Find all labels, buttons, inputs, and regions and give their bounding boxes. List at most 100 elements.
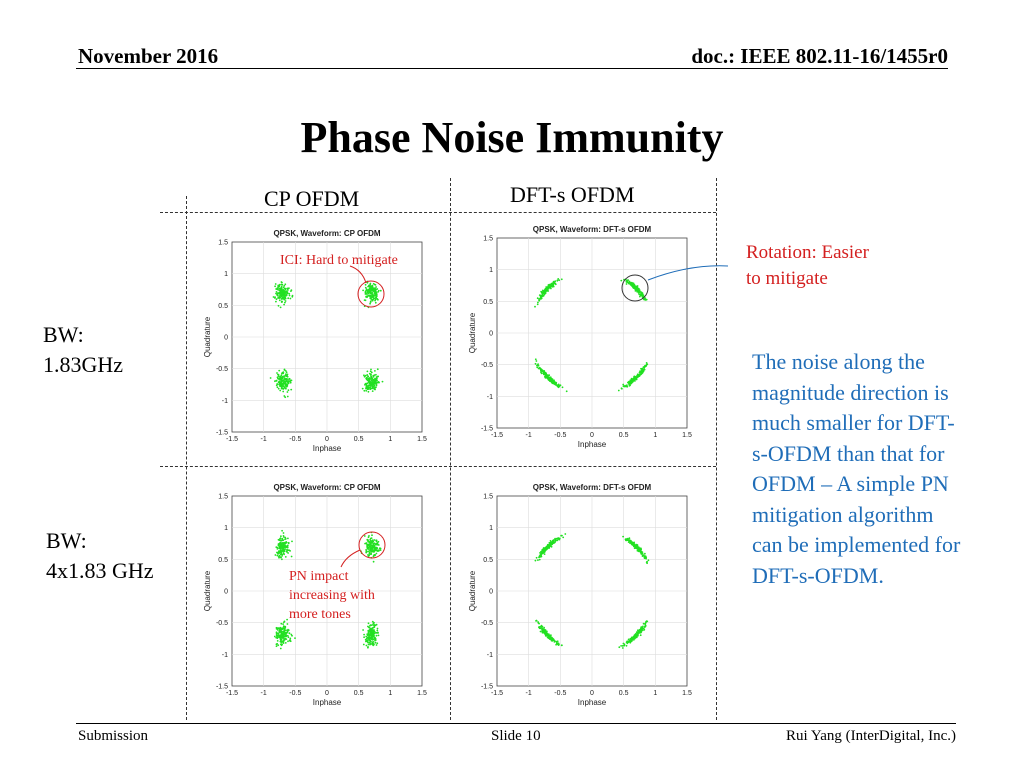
y-tick-label: 1.5 — [483, 236, 493, 243]
x-tick-label: -1 — [526, 690, 532, 697]
explanation-line-8: DFT-s-OFDM. — [752, 562, 884, 588]
y-tick-label: -1 — [487, 652, 493, 659]
pn-impact-note-line2: increasing with — [289, 588, 375, 603]
constellation-plot-dft-s-ofdm-1: QPSK, Waveform: DFT-s OFDM -1.5 -1 -0.5 0 0.5… — [465, 222, 700, 454]
x-tick-label: 1.5 — [682, 690, 692, 697]
x-tick-label: 1 — [388, 436, 392, 443]
x-tick-label: -1 — [261, 436, 267, 443]
x-tick-label: 0 — [590, 690, 594, 697]
y-axis-label: Quadrature — [468, 312, 477, 353]
constellation-cluster — [361, 368, 384, 393]
column-header-dft-s-ofdm: DFT-s OFDM — [510, 182, 635, 207]
constellation-cluster — [620, 278, 648, 301]
x-tick-label: 0.5 — [619, 690, 629, 697]
x-tick-label: 0.5 — [619, 432, 629, 439]
plot-title: QPSK, Waveform: DFT-s OFDM — [533, 225, 652, 234]
x-tick-label: -1 — [261, 690, 267, 697]
y-tick-label: -1.5 — [216, 684, 228, 691]
explanation-line-4: s-OFDM than that for — [752, 440, 945, 466]
constellation-cluster — [534, 533, 567, 562]
constellation-cluster — [535, 619, 563, 647]
pn-arrow — [340, 549, 361, 568]
x-axis-label: Inphase — [313, 444, 342, 453]
y-tick-label: 0 — [489, 331, 493, 338]
y-tick-label: 0.5 — [483, 299, 493, 306]
x-tick-label: 0.5 — [354, 690, 364, 697]
y-tick-label: 1 — [489, 525, 493, 532]
explanation-line-6: mitigation algorithm — [752, 501, 934, 527]
rotation-highlight-circle — [621, 274, 649, 302]
constellation-cluster — [617, 362, 649, 392]
x-axis-label: Inphase — [578, 440, 607, 449]
y-tick-label: 1.5 — [483, 494, 493, 501]
constellation-cluster — [534, 278, 563, 308]
x-tick-label: 1 — [388, 690, 392, 697]
row-header-bw-2-line2: 4x1.83 GHz — [46, 558, 154, 583]
explanation-line-5: OFDM – A simple PN — [752, 471, 949, 496]
row-header-bw-1-line2: 1.83GHz — [43, 352, 124, 377]
explanation-text: The noise along the magnitude direction … — [752, 347, 960, 591]
x-axis-label: Inphase — [578, 698, 607, 707]
y-tick-label: 1 — [489, 267, 493, 274]
row-header-bw-1: BW: 1.83GHz — [43, 320, 123, 380]
row-header-bw-1-line1: BW: — [43, 322, 84, 347]
y-tick-label: 1.5 — [218, 494, 228, 501]
grid-divider-middle — [160, 466, 716, 467]
y-tick-label: -0.5 — [481, 620, 493, 627]
row-header-bw-2-line1: BW: — [46, 528, 87, 553]
y-axis-label: Quadrature — [203, 570, 212, 611]
rotation-arrow — [647, 265, 729, 281]
footer-rule — [76, 723, 956, 724]
constellation-cluster — [622, 535, 650, 565]
pn-highlight-circle — [358, 531, 386, 559]
y-axis-label: Quadrature — [203, 316, 212, 357]
x-tick-label: -1.5 — [491, 690, 503, 697]
y-tick-label: -1 — [222, 398, 228, 405]
y-tick-label: 0 — [224, 589, 228, 596]
y-tick-label: -1.5 — [216, 430, 228, 437]
constellation-cluster — [360, 531, 382, 563]
grid-divider-top — [160, 212, 716, 213]
explanation-line-2: magnitude direction is — [752, 379, 949, 405]
y-tick-label: 0 — [489, 589, 493, 596]
x-tick-label: 0.5 — [354, 436, 364, 443]
y-tick-label: -1 — [222, 652, 228, 659]
explanation-line-3: much smaller for DFT- — [752, 410, 955, 435]
x-tick-label: 1 — [653, 690, 657, 697]
pn-impact-note-line1: PN impact — [289, 569, 349, 584]
column-header-cp-ofdm: CP OFDM — [264, 186, 360, 211]
header-doc-id: doc.: IEEE 802.11-16/1455r0 — [691, 44, 948, 68]
x-tick-label: -0.5 — [289, 436, 301, 443]
plot-title: QPSK, Waveform: DFT-s OFDM — [533, 483, 652, 492]
ici-note: ICI: Hard to mitigate — [280, 253, 398, 268]
rotation-note-line1: Rotation: Easier — [746, 242, 869, 263]
x-tick-label: -1 — [526, 432, 532, 439]
footer-author: Rui Yang (InterDigital, Inc.) — [786, 728, 956, 744]
x-tick-label: 0 — [325, 690, 329, 697]
x-tick-label: -0.5 — [289, 690, 301, 697]
y-tick-label: -0.5 — [216, 620, 228, 627]
footer-slide-number: Slide 10 — [491, 728, 541, 744]
constellation-cluster — [273, 618, 296, 650]
constellation-plot-cp-ofdm-1: QPSK, Waveform: CP OFDM -1.5 -1 -0.5 0 0.5 1 1.… — [200, 226, 435, 458]
y-tick-label: 1.5 — [218, 240, 228, 247]
pn-impact-note: PN impact increasing with more tones — [289, 567, 375, 624]
grid-divider-center — [450, 178, 451, 720]
footer-submission: Submission — [78, 728, 149, 744]
y-tick-label: 1 — [224, 271, 228, 278]
ici-highlight-circle — [357, 280, 385, 308]
header-rule — [76, 68, 948, 69]
x-tick-label: -1.5 — [226, 436, 238, 443]
y-axis-label: Quadrature — [468, 570, 477, 611]
x-tick-label: -1.5 — [226, 690, 238, 697]
slide-title: Phase Noise Immunity — [300, 113, 724, 162]
x-tick-label: 1.5 — [417, 690, 427, 697]
rotation-note-line2: to mitigate — [746, 268, 828, 289]
rotation-note: Rotation: Easier to mitigate — [746, 240, 869, 292]
constellation-cluster — [274, 529, 293, 561]
row-header-bw-2: BW: 4x1.83 GHz — [46, 526, 154, 586]
constellation-cluster — [269, 368, 293, 399]
ici-arrow — [349, 265, 367, 284]
header-date: November 2016 — [78, 44, 219, 68]
